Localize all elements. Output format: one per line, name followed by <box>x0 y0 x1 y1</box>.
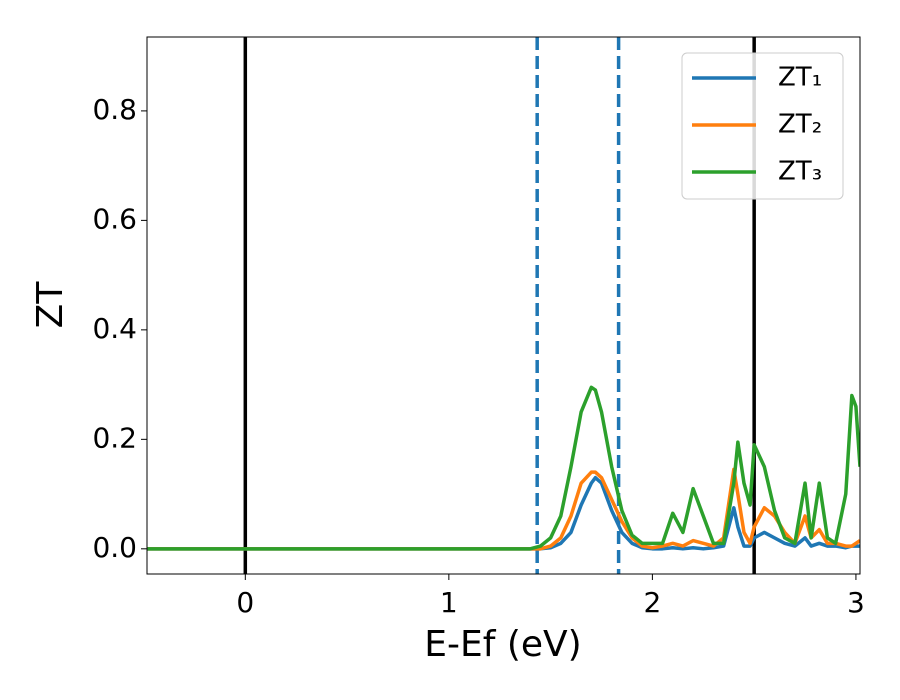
x-tick-label: 0 <box>236 586 254 619</box>
y-tick-label: 0.2 <box>92 421 137 454</box>
legend-label: ZT₃ <box>778 157 822 187</box>
x-axis-label: E-Ef (eV) <box>424 624 581 665</box>
x-tick-label: 2 <box>643 586 661 619</box>
y-tick-label: 0.6 <box>92 202 137 235</box>
axes-frame <box>146 36 861 575</box>
y-tick-label: 0.0 <box>92 531 137 564</box>
series-line <box>147 385 860 551</box>
legend-box <box>681 52 844 200</box>
x-tick-label: 1 <box>440 586 458 619</box>
y-tick-label: 0.8 <box>92 93 137 126</box>
series-line <box>147 467 860 551</box>
y-axis-label: ZT <box>30 281 71 329</box>
legend-label: ZT₂ <box>778 110 822 140</box>
y-tick-label: 0.4 <box>92 312 137 345</box>
x-tick-label: 3 <box>847 586 865 619</box>
series-line <box>147 475 860 551</box>
legend-label: ZT₁ <box>778 63 822 93</box>
